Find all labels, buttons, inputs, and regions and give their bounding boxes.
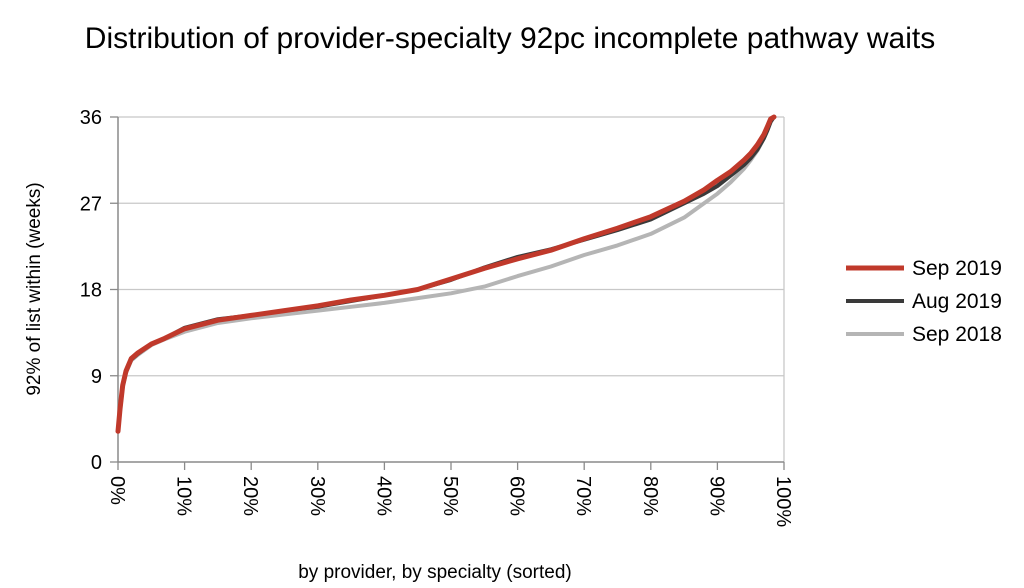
x-axis-ticks: 0% 10% 20% 30% 40% 50% 60% 70% 80% 90% 100% (106, 462, 794, 527)
y-tick-label: 9 (91, 366, 102, 388)
x-tick-label: 80% (639, 476, 661, 516)
x-tick-label: 90% (705, 476, 727, 516)
y-tick-label: 27 (80, 193, 102, 215)
series-line-sep-2019 (115, 114, 777, 434)
y-tick-label: 36 (80, 107, 102, 129)
legend-label: Sep 2018 (912, 323, 1002, 346)
x-tick-label: 40% (372, 476, 394, 516)
legend-label: Sep 2019 (912, 257, 1002, 280)
x-tick-label: 0% (106, 476, 128, 505)
x-tick-label: 20% (239, 476, 261, 516)
x-tick-label: 10% (173, 476, 195, 516)
y-axis-ticks: 0 9 18 27 36 (80, 107, 118, 474)
x-tick-label: 60% (506, 476, 528, 516)
x-tick-label: 30% (306, 476, 328, 516)
series-line-sep-2018 (116, 115, 776, 434)
x-tick-label: 70% (572, 476, 594, 516)
y-tick-label: 18 (80, 280, 102, 302)
y-axis-label: 92% of list within (weeks) (24, 182, 45, 395)
grid-lines (118, 116, 784, 377)
chart-title: Distribution of provider-specialty 92pc … (85, 22, 935, 55)
series-lines (115, 114, 777, 434)
y-tick-label: 0 (91, 452, 102, 474)
x-tick-label: 50% (439, 476, 461, 516)
series-line-aug-2019 (116, 115, 776, 434)
x-axis-label: by provider, by specialty (sorted) (298, 562, 572, 583)
legend-label: Aug 2019 (912, 290, 1002, 313)
x-tick-label: 100% (772, 476, 794, 527)
legend: Sep 2019 Aug 2019 Sep 2018 (846, 257, 1002, 346)
